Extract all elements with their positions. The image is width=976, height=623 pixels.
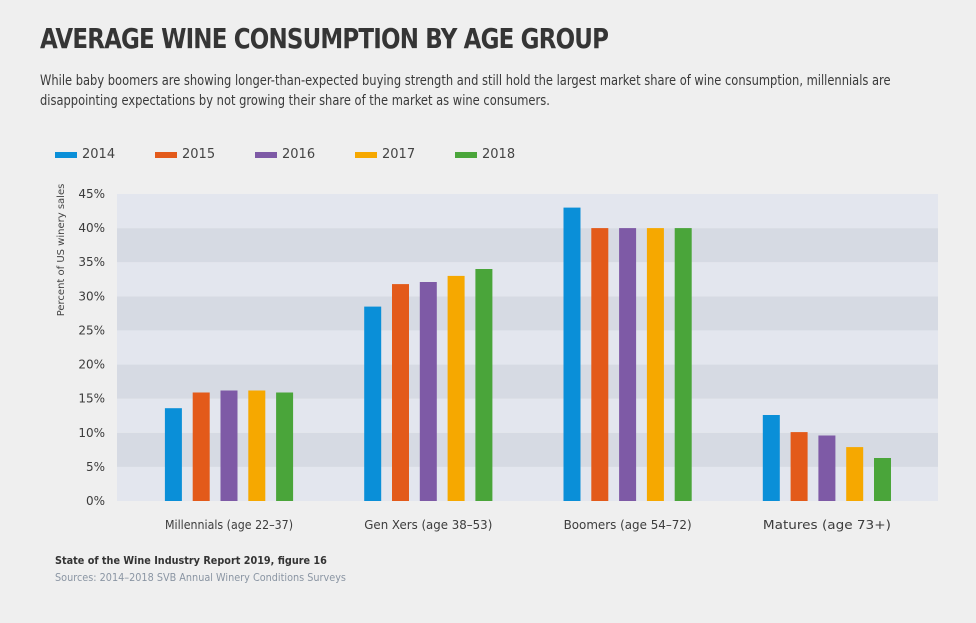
bar-2017 xyxy=(248,390,266,501)
bar-2016 xyxy=(419,282,437,501)
bar-2014 xyxy=(164,408,182,501)
legend-label: 2016 xyxy=(282,147,316,162)
legend-swatch xyxy=(355,151,377,158)
bar-2015 xyxy=(591,228,609,501)
y-tick-label: 0% xyxy=(86,494,105,508)
legend-swatch xyxy=(255,151,277,158)
grid-band xyxy=(117,364,938,399)
chart-subtitle: While baby boomers are showing longer-th… xyxy=(40,73,891,109)
legend-item-2016: 2016 xyxy=(255,147,315,162)
bar-2014 xyxy=(563,207,581,501)
legend-label: 2018 xyxy=(482,147,516,162)
x-category-label: Millennials (age 22–37) xyxy=(165,517,293,532)
grid-band xyxy=(117,262,938,297)
legend-label: 2015 xyxy=(182,147,216,162)
grid-band xyxy=(117,228,938,263)
bar-2018 xyxy=(874,458,891,501)
bar-2018 xyxy=(674,228,692,501)
grid-band xyxy=(117,398,938,433)
legend-swatch xyxy=(55,151,77,158)
x-category-label: Matures (age 73+) xyxy=(763,517,891,532)
bar-2014 xyxy=(762,415,780,501)
bar-2016 xyxy=(220,390,238,501)
legend-item-2014: 2014 xyxy=(55,147,115,162)
bar-2016 xyxy=(619,228,637,501)
grid-band xyxy=(117,296,938,331)
x-category-label: Gen Xers (age 38–53) xyxy=(364,517,492,532)
source-title: State of the Wine Industry Report 2019, … xyxy=(55,554,327,567)
x-axis-categories: Millennials (age 22–37) Gen Xers (age 38–… xyxy=(165,517,891,532)
bar-2014 xyxy=(364,306,382,501)
bar-2015 xyxy=(192,392,210,501)
grid-bands xyxy=(117,194,938,501)
y-tick-label: 25% xyxy=(78,323,105,337)
legend-label: 2017 xyxy=(382,147,416,162)
y-tick-label: 45% xyxy=(78,187,105,201)
grid-band xyxy=(117,330,938,365)
y-axis-label: Percent of US winery sales xyxy=(56,184,67,317)
bar-2017 xyxy=(447,275,465,501)
y-tick-label: 30% xyxy=(78,289,105,303)
legend-item-2017: 2017 xyxy=(355,147,415,162)
bar-2015 xyxy=(790,432,808,501)
bar-2018 xyxy=(475,269,493,501)
bar-2016 xyxy=(818,435,836,501)
legend-swatch xyxy=(155,151,177,158)
y-tick-label: 20% xyxy=(78,358,105,372)
y-tick-label: 15% xyxy=(78,392,105,406)
legend-swatch xyxy=(455,151,477,158)
legend-item-2015: 2015 xyxy=(155,147,215,162)
y-tick-label: 40% xyxy=(78,221,105,235)
y-tick-label: 5% xyxy=(86,460,105,474)
bars xyxy=(164,207,891,501)
chart-title: AVERAGE WINE CONSUMPTION BY AGE GROUP xyxy=(40,22,609,55)
grid-band xyxy=(117,466,938,501)
grid-band xyxy=(117,194,938,229)
source-detail: Sources: 2014–2018 SVB Annual Winery Con… xyxy=(55,571,346,584)
legend-label: 2014 xyxy=(82,147,116,162)
y-tick-label: 35% xyxy=(78,255,105,269)
y-axis-ticks: 0% 5% 10% 15% 20% 25% 30% 35% 40% 45% xyxy=(78,187,105,508)
legend-item-2018: 2018 xyxy=(455,147,515,162)
bar-2015 xyxy=(392,284,409,501)
bar-2018 xyxy=(276,392,294,501)
y-tick-label: 10% xyxy=(78,426,105,440)
x-category-label: Boomers (age 54–72) xyxy=(564,517,692,532)
grid-band xyxy=(117,432,938,467)
bar-2017 xyxy=(646,228,664,501)
bar-2017 xyxy=(846,447,864,501)
